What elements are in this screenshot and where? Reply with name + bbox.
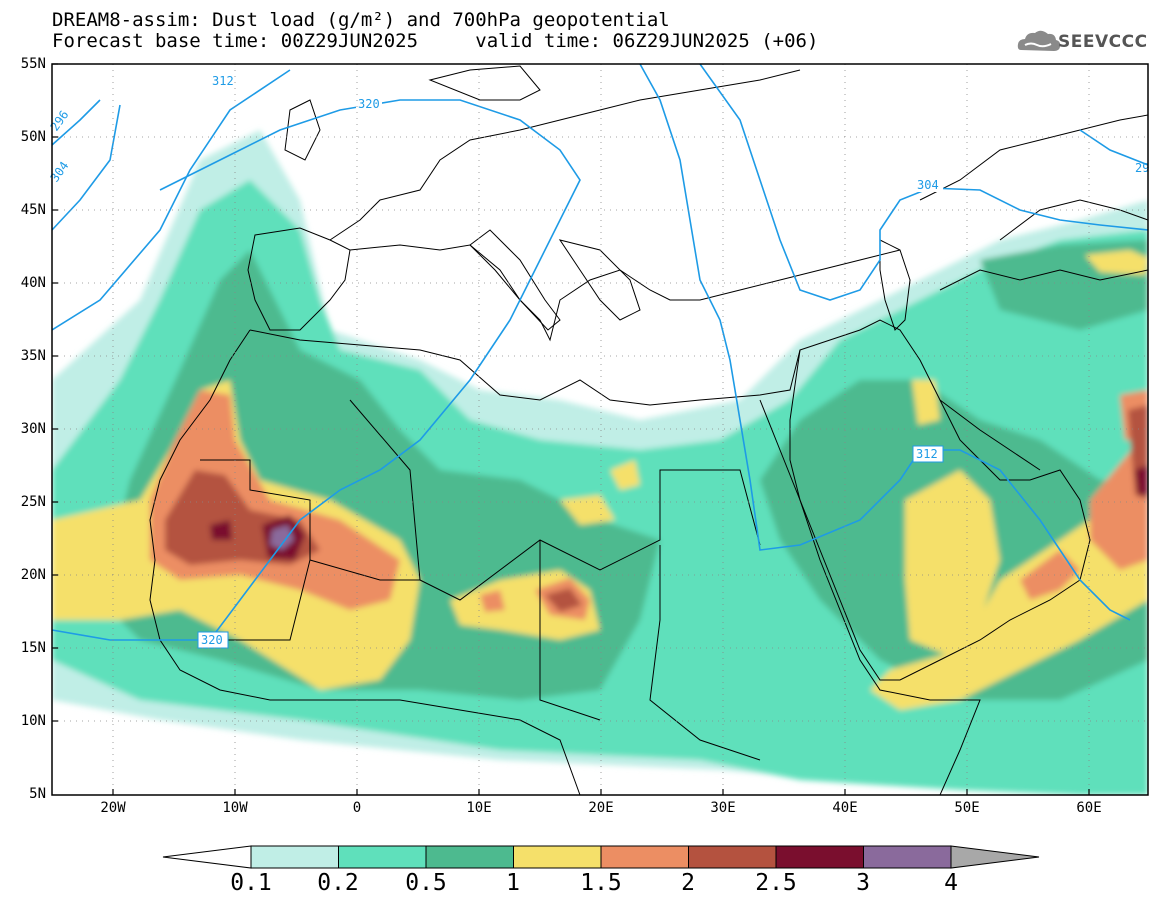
contour-label: 312 (916, 447, 938, 461)
colorbar-tick: 2 (681, 870, 695, 896)
contour-label: 304 (917, 178, 939, 192)
colorbar-swatch (250, 845, 339, 869)
lat-label: 35N (20, 348, 46, 364)
dust-level-3 (270, 525, 294, 550)
colorbar-swatch (600, 845, 689, 869)
contour-312-west (52, 69, 291, 331)
cloud-icon (1017, 30, 1061, 51)
contour-label: 320 (358, 97, 380, 111)
lat-label: 55N (20, 56, 46, 72)
contour-304-west (52, 104, 121, 231)
lon-label: 30E (710, 800, 736, 816)
contour-29-east (1079, 129, 1148, 166)
title-line2-right: valid time: 06Z29JUN2025 (+06) (475, 30, 819, 52)
colorbar-tick: 1.5 (580, 870, 622, 896)
contour-label: 320 (201, 633, 223, 647)
colorbar-tick: 0.5 (405, 870, 447, 896)
lat-label: 25N (20, 494, 46, 510)
colorbar-swatch (513, 845, 602, 869)
lon-label: 20W (100, 800, 126, 816)
lon-label: 10E (466, 800, 492, 816)
lon-label: 0 (352, 800, 362, 816)
colorbar-tick: 3 (856, 870, 870, 896)
colorbar-tick: 2.5 (755, 870, 797, 896)
geopotential-contours (52, 64, 1148, 641)
lon-label: 10W (222, 800, 248, 816)
lon-label: 40E (832, 800, 858, 816)
lat-label: 30N (20, 421, 46, 437)
logo-text: SEEVCCC (1058, 32, 1148, 52)
colorbar-swatch (863, 845, 952, 869)
seevccc-logo (1017, 30, 1061, 51)
dust-field (52, 130, 1148, 795)
colorbar-tick: 4 (944, 870, 958, 896)
lon-label: 50E (954, 800, 980, 816)
contour-312-east (639, 64, 1131, 621)
lon-label: 20E (588, 800, 614, 816)
contour-label: 29 (1135, 161, 1149, 175)
colorbar-tick: 0.2 (317, 870, 359, 896)
contour-label: 312 (212, 74, 234, 88)
lat-label: 20N (20, 567, 46, 583)
colorbar-over-triangle (950, 845, 1040, 869)
lat-label: 10N (20, 713, 46, 729)
colorbar-under-triangle (162, 845, 252, 869)
lon-label: 60E (1076, 800, 1102, 816)
contour-296 (52, 99, 101, 146)
colorbar-swatch (425, 845, 514, 869)
axis-ticks (52, 63, 1090, 795)
dust-level-2.5 (210, 520, 232, 540)
title-line1: DREAM8-assim: Dust load (g/m²) and 700hP… (52, 9, 670, 31)
lat-label: 5N (29, 786, 46, 802)
lat-label: 15N (20, 640, 46, 656)
colorbar-swatch (775, 845, 864, 869)
coastlines (149, 65, 1148, 795)
lat-label: 50N (20, 129, 46, 145)
colorbar-swatch (688, 845, 777, 869)
contour-304-east (699, 64, 1148, 301)
lat-label: 45N (20, 202, 46, 218)
contour-320-main (52, 99, 581, 641)
map-title: DREAM8-assim: Dust load (g/m²) and 700hP… (52, 10, 818, 52)
title-line2-left: Forecast base time: 00Z29JUN2025 (52, 30, 419, 52)
colorbar-tick: 1 (506, 870, 520, 896)
contour-label: 304 (48, 159, 72, 185)
colorbar-swatch (338, 845, 427, 869)
colorbar-tick: 0.1 (230, 870, 272, 896)
lat-label: 40N (20, 275, 46, 291)
colorbar (162, 845, 1040, 869)
